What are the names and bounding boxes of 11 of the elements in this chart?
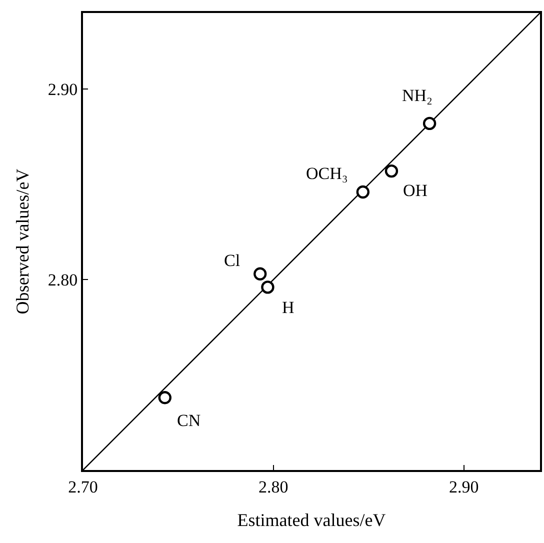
annotation: CN [177,411,201,430]
annotation: H [282,298,294,317]
x-tick-label: 2.70 [68,477,98,496]
x-tick-label: 2.80 [258,477,288,496]
annotation: Cl [224,251,240,270]
annotation: NH₂ [402,86,432,105]
y-axis-title: Observed values/eV [12,168,33,314]
annotation: OCH₃ [306,164,348,183]
annotation: OH [403,181,428,200]
x-axis-title: Estimated values/eV [237,510,386,530]
x-tick-label: 2.90 [448,477,479,496]
